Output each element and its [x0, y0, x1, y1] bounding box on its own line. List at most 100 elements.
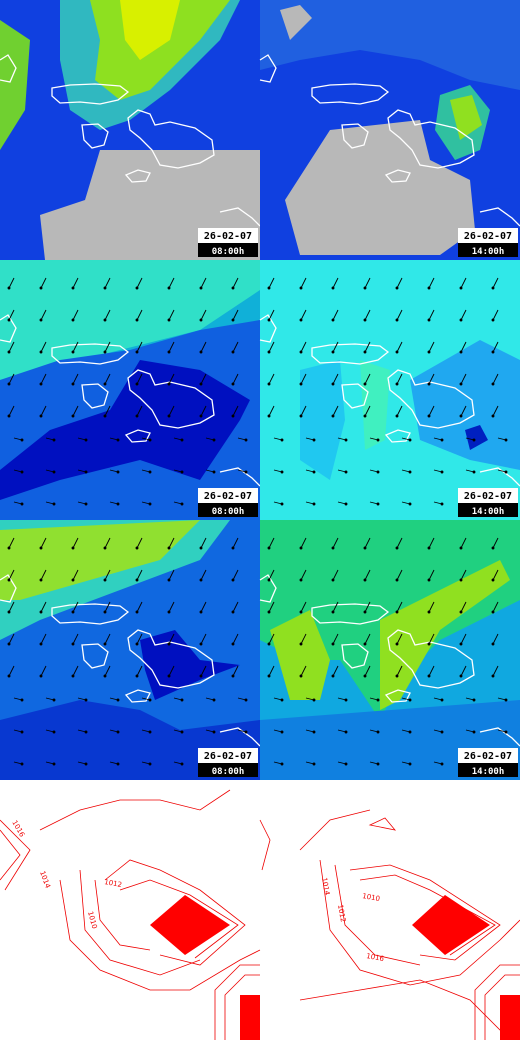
wind-arrow-head	[267, 414, 271, 418]
wind-arrow-head	[103, 318, 107, 322]
wind-arrow	[168, 633, 175, 645]
date-box	[458, 488, 518, 503]
wind-arrow-head	[299, 414, 303, 418]
date-box	[198, 748, 258, 763]
time-box	[458, 763, 518, 777]
wind-arrow-head	[267, 350, 271, 354]
wind-arrow-head	[71, 414, 75, 418]
wind-arrow	[8, 601, 15, 613]
date-label: 26-02-07	[204, 751, 252, 762]
pressure-center	[150, 895, 230, 955]
date-label: 26-02-07	[464, 751, 512, 762]
wind-arrow-head	[135, 286, 139, 290]
wind-arrow-head	[363, 350, 367, 354]
wind-arrow	[428, 537, 435, 549]
isobars	[474, 964, 520, 1040]
wind-arrow	[300, 537, 307, 549]
wind-arrow-head	[267, 286, 271, 290]
wind-arrow-head	[84, 730, 88, 734]
wind-arrow	[136, 569, 143, 581]
wind-arrow-head	[39, 286, 43, 290]
wind-arrow-head	[344, 502, 348, 506]
wind-arrow-head	[491, 642, 495, 646]
wind-arrow	[300, 405, 307, 417]
wind-arrow-head	[180, 762, 184, 766]
wind-arrow-head	[84, 470, 88, 474]
wind-arrow-head	[167, 578, 171, 582]
wind-arrow	[396, 373, 403, 385]
wind-arrow-head	[363, 318, 367, 322]
wind-arrow-head	[440, 698, 444, 702]
wind-arrow-head	[116, 470, 120, 474]
wind-arrow	[300, 569, 307, 581]
wind-arrow	[8, 309, 15, 321]
wind-arrow-head	[39, 578, 43, 582]
wind-arrow-head	[331, 578, 335, 582]
wind-arrow	[200, 665, 207, 677]
wind-arrow-head	[331, 286, 335, 290]
wind-arrow	[232, 537, 239, 549]
wind-arrow	[268, 633, 275, 645]
wind-arrow-head	[504, 470, 508, 474]
wind-arrow	[104, 277, 111, 289]
wind-arrow-head	[376, 438, 380, 442]
wind-arrow-head	[199, 674, 203, 678]
wind-arrow-head	[280, 762, 284, 766]
wind-arrow-head	[7, 578, 11, 582]
wind-arrow-head	[459, 382, 463, 386]
wind-arrow-head	[427, 546, 431, 550]
wind-arrow	[332, 309, 339, 321]
isobars	[214, 964, 260, 1040]
wind-arrow	[168, 665, 175, 677]
wind-arrow-head	[312, 470, 316, 474]
time-label: 14:00h	[472, 767, 505, 777]
wind-arrow-head	[331, 610, 335, 614]
wind-arrow-head	[408, 698, 412, 702]
wind-arrow-head	[116, 698, 120, 702]
wind-arrow	[492, 665, 499, 677]
wind-arrow-head	[440, 470, 444, 474]
wind-arrow	[232, 341, 239, 353]
wind-arrow	[396, 633, 403, 645]
wind-arrow	[232, 309, 239, 321]
wind-arrow-head	[167, 286, 171, 290]
wind-arrow-head	[299, 286, 303, 290]
time-label: 14:00h	[472, 247, 505, 257]
wind-arrow	[428, 601, 435, 613]
field	[360, 360, 390, 450]
wind-arrow	[332, 405, 339, 417]
contour-label: 1010	[86, 910, 98, 929]
wind-arrow-head	[331, 382, 335, 386]
time-box	[458, 503, 518, 517]
wind-arrow	[300, 665, 307, 677]
wind-arrow	[136, 665, 143, 677]
wind-arrow	[136, 373, 143, 385]
wind-arrow-head	[199, 318, 203, 322]
wind-arrow	[460, 633, 467, 645]
wind-arrow-head	[71, 578, 75, 582]
pressure-panel-1	[0, 789, 261, 1040]
wind-arrow	[8, 569, 15, 581]
wind-arrow-head	[231, 318, 235, 322]
wind-arrow-head	[148, 698, 152, 702]
wind-arrow	[8, 537, 15, 549]
wind-arrow	[428, 277, 435, 289]
wind-arrow	[200, 373, 207, 385]
wind-arrow-head	[135, 578, 139, 582]
wind-arrow-head	[331, 642, 335, 646]
wind-arrow-head	[20, 762, 24, 766]
wind-arrow-head	[267, 674, 271, 678]
wind-arrow	[40, 569, 47, 581]
wind-arrow	[268, 277, 275, 289]
time-labels: 26-02-07 08:00h 26-02-07 14:00h 26-02-07 08:0…	[10, 228, 518, 963]
wind-arrow-head	[7, 286, 11, 290]
wind-arrow-head	[459, 642, 463, 646]
wind-arrow-head	[7, 546, 11, 550]
wind-arrow-head	[135, 546, 139, 550]
wind-arrow	[104, 341, 111, 353]
wind-arrow	[428, 569, 435, 581]
wind-arrow-head	[395, 578, 399, 582]
wind-arrow-head	[103, 578, 107, 582]
wind-arrow-head	[395, 642, 399, 646]
wind-arrow-head	[7, 350, 11, 354]
